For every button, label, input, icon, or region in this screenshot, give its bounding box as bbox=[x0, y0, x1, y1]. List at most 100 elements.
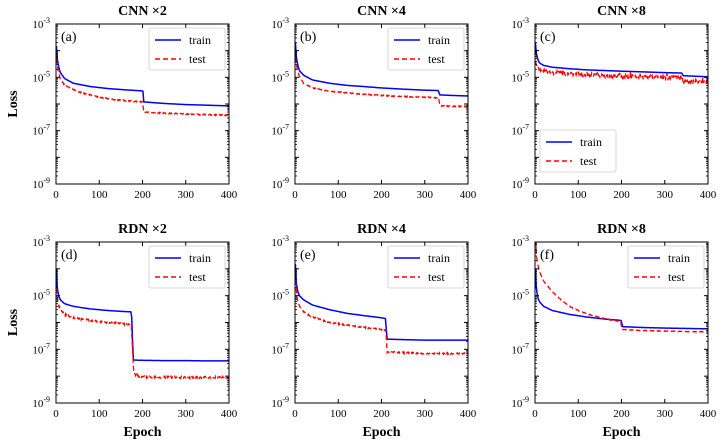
x-tick-label: 400 bbox=[700, 189, 717, 201]
x-tick-label: 200 bbox=[134, 189, 151, 201]
chart-title: RDN ×2 bbox=[118, 222, 167, 237]
x-tick-label: 400 bbox=[700, 408, 717, 420]
x-tick-label: 100 bbox=[91, 189, 108, 201]
legend-label-test: test bbox=[428, 270, 445, 284]
x-tick-label: 0 bbox=[53, 189, 59, 201]
y-tick-label: 10-5 bbox=[511, 288, 529, 303]
legend-box bbox=[627, 245, 705, 289]
y-tick-label: 10-3 bbox=[32, 16, 50, 31]
panel-letter: (b) bbox=[300, 30, 317, 45]
legend-label-train: train bbox=[668, 251, 690, 265]
y-tick-label: 10-3 bbox=[511, 234, 529, 249]
series-group bbox=[295, 42, 468, 108]
series-group bbox=[535, 242, 708, 333]
series-test-line bbox=[295, 57, 468, 108]
chart-title: CNN ×2 bbox=[118, 4, 167, 19]
x-tick-label: 200 bbox=[613, 408, 630, 420]
panel-letter: (c) bbox=[540, 30, 556, 45]
legend: train test bbox=[387, 245, 465, 289]
series-train-line bbox=[535, 42, 708, 78]
y-tick-label: 10-3 bbox=[32, 234, 50, 249]
legend-box bbox=[539, 129, 617, 173]
y-tick-label: 10-5 bbox=[271, 69, 289, 84]
y-tick-label: 10-9 bbox=[271, 176, 289, 191]
legend: train test bbox=[627, 245, 705, 289]
series-train-line bbox=[295, 264, 468, 341]
legend-label-test: test bbox=[580, 154, 597, 168]
x-tick-label: 0 bbox=[292, 408, 298, 420]
x-tick-label: 100 bbox=[330, 408, 347, 420]
series-group bbox=[295, 264, 468, 356]
legend-label-train: train bbox=[428, 251, 450, 265]
legend-label-train: train bbox=[428, 33, 450, 47]
y-axis-label: Loss bbox=[6, 90, 21, 118]
series-train-line bbox=[295, 42, 468, 97]
y-tick-label: 10-9 bbox=[271, 395, 289, 410]
y-tick-label: 10-5 bbox=[511, 69, 529, 84]
y-tick-label: 10-5 bbox=[32, 288, 50, 303]
x-tick-label: 200 bbox=[373, 408, 390, 420]
series-group bbox=[56, 268, 229, 381]
x-axis-label: Epoch bbox=[123, 425, 161, 440]
y-tick-label: 10-9 bbox=[511, 395, 529, 410]
chart-panel: RDN ×2 0 100 200 300 400 10-9 10-7 10-5 10-3 (d) Lo… bbox=[6, 222, 238, 440]
panel-letter: (e) bbox=[300, 248, 316, 263]
x-tick-label: 400 bbox=[460, 189, 477, 201]
y-tick-label: 10-9 bbox=[32, 176, 50, 191]
y-tick-label: 10-3 bbox=[271, 234, 289, 249]
chart-title: CNN ×8 bbox=[597, 4, 646, 19]
chart-panel: RDN ×8 0 100 200 300 400 10-9 10-7 10-5 10-3 (f) Ep… bbox=[511, 222, 716, 440]
x-tick-label: 300 bbox=[417, 408, 434, 420]
y-tick-label: 10-7 bbox=[271, 123, 289, 138]
y-tick-label: 10-7 bbox=[511, 341, 529, 356]
chart-panel: RDN ×4 0 100 200 300 400 10-9 10-7 10-5 10-3 (e) Ep… bbox=[271, 222, 476, 440]
x-tick-label: 100 bbox=[330, 189, 347, 201]
legend: train test bbox=[148, 245, 226, 289]
x-tick-label: 200 bbox=[134, 408, 151, 420]
series-test-line bbox=[56, 288, 229, 381]
x-tick-label: 300 bbox=[178, 189, 195, 201]
panel-letter: (a) bbox=[61, 30, 77, 45]
y-tick-label: 10-5 bbox=[32, 69, 50, 84]
x-tick-label: 400 bbox=[460, 408, 477, 420]
x-tick-label: 0 bbox=[532, 189, 538, 201]
series-group bbox=[56, 45, 229, 117]
x-axis-label: Epoch bbox=[602, 425, 640, 440]
x-axis-label: Epoch bbox=[362, 425, 400, 440]
legend-label-train: train bbox=[189, 251, 211, 265]
x-tick-label: 0 bbox=[532, 408, 538, 420]
x-tick-label: 100 bbox=[570, 189, 587, 201]
panel-letter: (d) bbox=[61, 248, 78, 263]
chart-panel: CNN ×2 0 100 200 300 400 10-9 10-7 10-5 10-3 (a) Lo… bbox=[6, 4, 238, 201]
legend-box bbox=[387, 27, 465, 71]
x-tick-label: 100 bbox=[91, 408, 108, 420]
x-tick-label: 200 bbox=[373, 189, 390, 201]
x-tick-label: 0 bbox=[53, 408, 59, 420]
x-tick-label: 0 bbox=[292, 189, 298, 201]
panel-letter: (f) bbox=[540, 248, 554, 263]
chart-panel: CNN ×8 0 100 200 300 400 10-9 10-7 10-5 10-3 (c) tr… bbox=[511, 4, 716, 201]
legend: train test bbox=[387, 27, 465, 71]
legend-label-test: test bbox=[428, 52, 445, 66]
y-tick-label: 10-3 bbox=[511, 16, 529, 31]
y-tick-label: 10-9 bbox=[511, 176, 529, 191]
chart-panels: CNN ×2 0 100 200 300 400 10-9 10-7 10-5 10-3 (a) Lo… bbox=[6, 4, 717, 440]
series-test-line bbox=[295, 280, 468, 356]
legend-box bbox=[148, 245, 226, 289]
x-tick-label: 400 bbox=[221, 408, 238, 420]
series-train-line bbox=[56, 45, 229, 107]
y-tick-label: 10-3 bbox=[271, 16, 289, 31]
legend: train test bbox=[539, 129, 617, 173]
legend-label-test: test bbox=[668, 270, 685, 284]
legend-box bbox=[387, 245, 465, 289]
chart-title: CNN ×4 bbox=[357, 4, 406, 19]
x-tick-label: 200 bbox=[613, 189, 630, 201]
legend-box bbox=[148, 27, 226, 71]
y-tick-label: 10-7 bbox=[511, 123, 529, 138]
legend: train test bbox=[148, 27, 226, 71]
x-tick-label: 300 bbox=[417, 189, 434, 201]
y-tick-label: 10-5 bbox=[271, 288, 289, 303]
x-tick-label: 300 bbox=[657, 408, 674, 420]
series-test-line bbox=[56, 57, 229, 117]
